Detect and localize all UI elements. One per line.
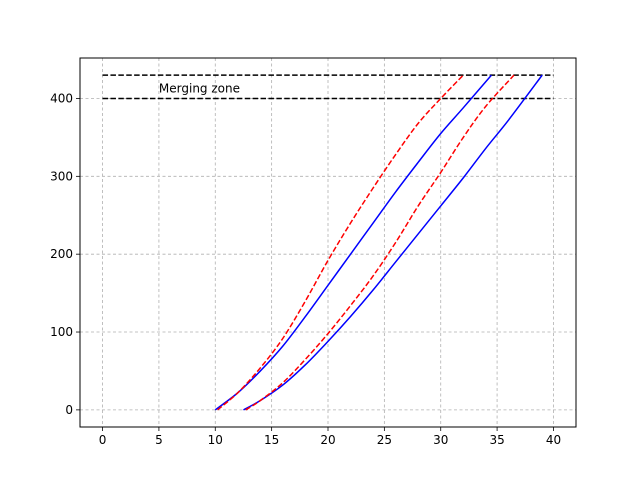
x-tick-label: 30 — [433, 433, 448, 447]
y-tick-label: 400 — [50, 91, 73, 105]
y-tick-label: 100 — [50, 325, 73, 339]
x-tick-label: 10 — [208, 433, 223, 447]
y-tick-label: 0 — [65, 403, 73, 417]
red-dashed-trajectory-3 — [245, 74, 515, 411]
y-tick-label: 200 — [50, 247, 73, 261]
x-tick-label: 25 — [377, 433, 392, 447]
blue-solid-trajectory-2 — [243, 74, 543, 411]
blue-solid-trajectory-0 — [214, 74, 493, 411]
x-tick-label: 40 — [546, 433, 561, 447]
y-tick-label: 300 — [50, 169, 73, 183]
x-tick-label: 0 — [99, 433, 107, 447]
merging-zone-annotation: Merging zone — [159, 81, 240, 95]
data-layer — [102, 74, 554, 411]
x-tick-label: 5 — [155, 433, 163, 447]
x-tick-label: 35 — [489, 433, 504, 447]
red-dashed-trajectory-1 — [217, 74, 464, 411]
grid-layer — [80, 58, 576, 427]
x-tick-label: 15 — [264, 433, 279, 447]
x-tick-label: 20 — [320, 433, 335, 447]
